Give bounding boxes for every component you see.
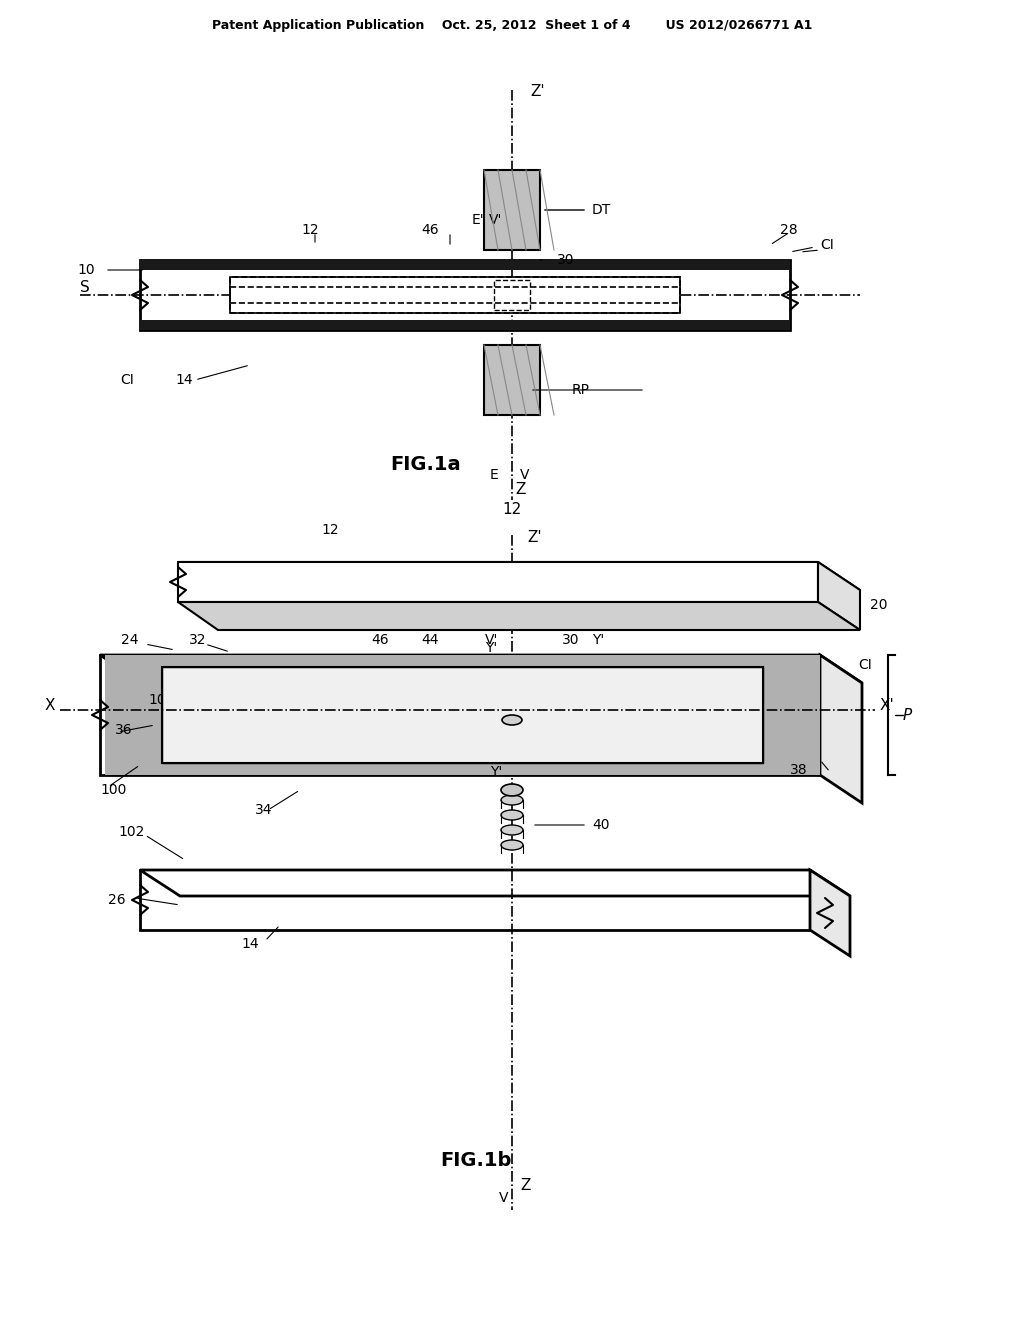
Text: 46: 46 [421,223,439,238]
Bar [484,170,540,249]
Text: 46: 46 [371,634,389,647]
Bar [230,286,680,304]
Text: Y': Y' [489,766,502,779]
Text: Z: Z [520,1177,530,1192]
Text: V: V [520,469,529,482]
Ellipse shape [501,825,523,836]
Polygon shape [818,562,860,630]
Text: 36: 36 [115,723,133,737]
Text: E: E [489,469,499,482]
Text: 32: 32 [189,634,207,647]
Text: 34: 34 [255,803,272,817]
Text: CI: CI [820,238,834,252]
Text: 12: 12 [301,223,318,238]
Text: 30: 30 [562,634,580,647]
Polygon shape [100,655,820,775]
Text: X: X [44,697,55,713]
Text: 102: 102 [118,825,144,840]
Text: 26: 26 [108,894,126,907]
Ellipse shape [501,795,523,805]
Bar [162,667,763,763]
Polygon shape [810,870,850,956]
Text: X': X' [880,697,895,713]
Text: Z: Z [515,483,525,498]
Bar [494,280,530,310]
Text: 12: 12 [503,503,521,517]
Ellipse shape [501,810,523,820]
Text: Y': Y' [592,634,604,647]
Text: V': V' [488,213,502,227]
Text: V: V [499,1191,508,1205]
Text: CI: CI [858,657,871,672]
Text: 24: 24 [121,634,138,647]
Text: Patent Application Publication    Oct. 25, 2012  Sheet 1 of 4        US 2012/026: Patent Application Publication Oct. 25, … [212,18,812,32]
Text: 14: 14 [175,374,193,387]
Polygon shape [100,655,862,682]
Text: 28: 28 [780,223,798,238]
Text: Z': Z' [530,84,545,99]
Bar [140,260,790,330]
Text: 12: 12 [322,523,339,537]
Text: S: S [80,280,90,294]
Ellipse shape [502,715,522,725]
Text: 14: 14 [242,937,259,950]
Bar [230,277,680,313]
Text: 40: 40 [592,818,609,832]
Text: 20: 20 [870,598,888,612]
Text: 38: 38 [790,763,808,777]
Polygon shape [178,602,860,630]
Ellipse shape [501,840,523,850]
Text: RP: RP [572,383,590,397]
Text: DT: DT [592,203,611,216]
Text: P: P [903,708,912,722]
Bar [230,277,680,313]
Polygon shape [140,870,850,896]
Bar [105,655,763,667]
Text: 44: 44 [421,634,438,647]
Text: V': V' [485,634,499,647]
Bar [105,763,763,775]
Text: FIG.1a: FIG.1a [390,455,461,474]
Bar [140,260,790,271]
Text: 100: 100 [100,783,126,797]
Polygon shape [820,655,862,803]
Polygon shape [178,562,860,590]
Polygon shape [140,870,810,931]
Text: FIG.1b: FIG.1b [440,1151,511,1170]
Bar [140,319,790,330]
Bar [484,345,540,414]
Text: E': E' [471,213,484,227]
Text: Y': Y' [484,642,497,655]
Text: 10: 10 [148,693,166,708]
Bar [162,667,763,763]
Text: CI: CI [120,374,134,387]
Text: 10: 10 [78,263,95,277]
Polygon shape [178,562,818,602]
Bar [763,655,820,775]
Text: 30: 30 [557,253,574,267]
Text: Z': Z' [527,531,542,545]
Bar [105,655,162,775]
Ellipse shape [501,784,523,796]
